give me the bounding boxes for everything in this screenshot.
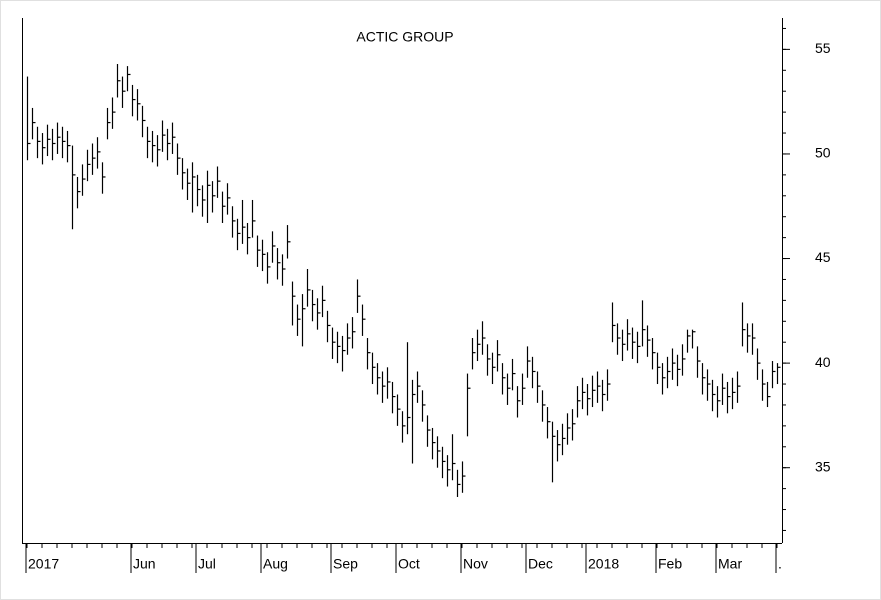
x-tick-label: Oct	[398, 556, 420, 572]
x-tick-label: Sep	[333, 556, 358, 572]
x-tick-label: .	[778, 556, 782, 572]
y-tick-label: 45	[815, 249, 831, 265]
x-tick-label: Dec	[528, 556, 553, 572]
x-tick-label: Jul	[198, 556, 216, 572]
x-tick-label: Jun	[133, 556, 156, 572]
x-tick-label: 2018	[588, 556, 619, 572]
y-tick-label: 50	[815, 145, 831, 161]
x-tick-label: Feb	[658, 556, 682, 572]
x-tick-label: Nov	[463, 556, 488, 572]
x-tick-label: Mar	[718, 556, 742, 572]
x-tick-label: Aug	[263, 556, 288, 572]
chart-title: ACTIC GROUP	[356, 29, 453, 45]
y-tick-label: 55	[815, 40, 831, 56]
x-tick-label: 2017	[28, 556, 59, 572]
y-tick-label: 35	[815, 458, 831, 474]
y-tick-label: 40	[815, 354, 831, 370]
